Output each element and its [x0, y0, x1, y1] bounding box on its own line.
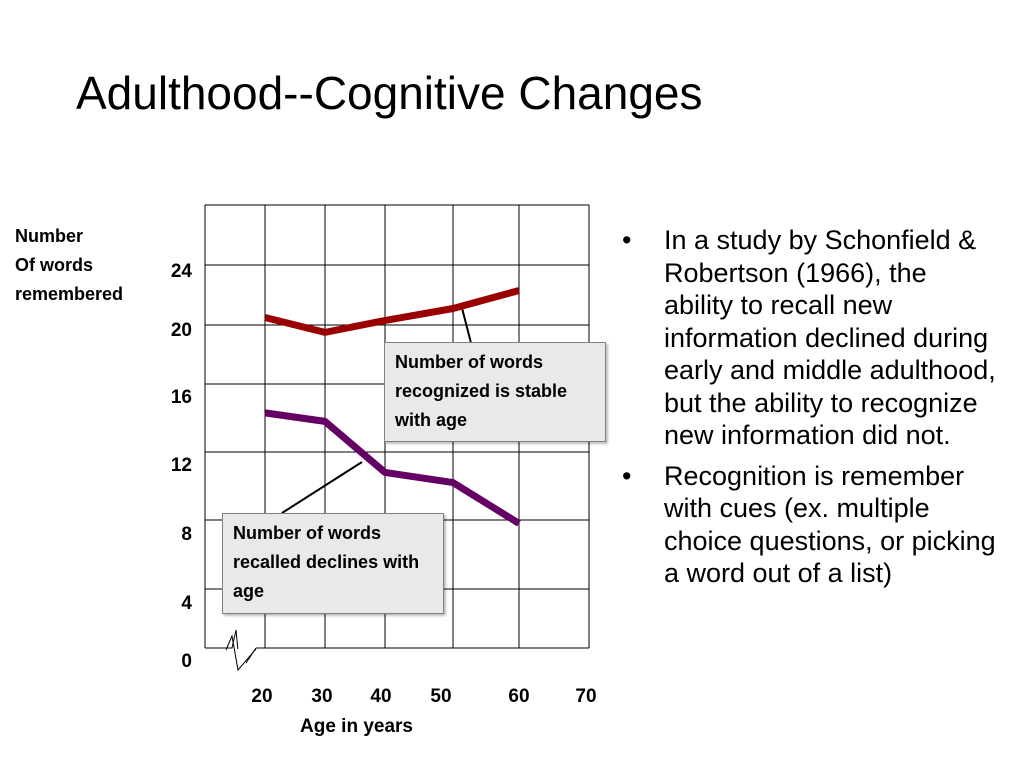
x-tick-label: 70	[575, 686, 596, 707]
slide-title: Adulthood--Cognitive Changes	[76, 67, 703, 119]
y-tick-label: 12	[171, 455, 192, 476]
x-tick-label: 50	[430, 686, 451, 707]
y-tick-label: 4	[181, 593, 192, 614]
bullet-item: • Recognition is remember with cues (ex.…	[622, 460, 1002, 590]
bullet-text: Recognition is remember with cues (ex. m…	[664, 460, 996, 589]
bullet-dot-icon: •	[622, 225, 632, 255]
axis-break-zigzag	[225, 634, 257, 672]
y-tick-label: 8	[181, 524, 192, 545]
callout-recognized: Number of words recognized is stable wit…	[384, 342, 606, 442]
callout-recalled: Number of words recalled declines with a…	[222, 513, 444, 614]
y-axis-label-line: remembered	[15, 284, 124, 304]
x-tick-label: 40	[370, 686, 391, 707]
y-tick-label: 20	[171, 320, 192, 341]
callout-leader-recognized	[461, 307, 472, 344]
callout-leader-recalled	[281, 461, 363, 514]
y-tick-label: 24	[171, 261, 193, 282]
bullet-list: • In a study by Schonfield & Robertson (…	[622, 224, 1002, 598]
bullet-text: In a study by Schonfield & Robertson (19…	[664, 225, 996, 450]
x-tick-label: 60	[508, 686, 529, 707]
bullet-dot-icon: •	[622, 460, 632, 491]
y-tick-label: 0	[181, 651, 192, 672]
bullet-item: • In a study by Schonfield & Robertson (…	[622, 224, 1002, 452]
x-tick-label: 20	[251, 686, 272, 707]
series-line-recognized	[264, 287, 520, 336]
y-axis-label-line: Number	[15, 226, 84, 246]
y-axis-label-line: Of words	[15, 255, 94, 275]
x-axis-label: Age in years	[300, 716, 413, 737]
y-tick-label: 16	[171, 387, 192, 408]
series-line-recalled	[264, 409, 521, 527]
axis-break-mask	[206, 649, 246, 679]
x-tick-label: 30	[311, 686, 332, 707]
y-axis-label: Number Of words remembered	[15, 222, 123, 309]
